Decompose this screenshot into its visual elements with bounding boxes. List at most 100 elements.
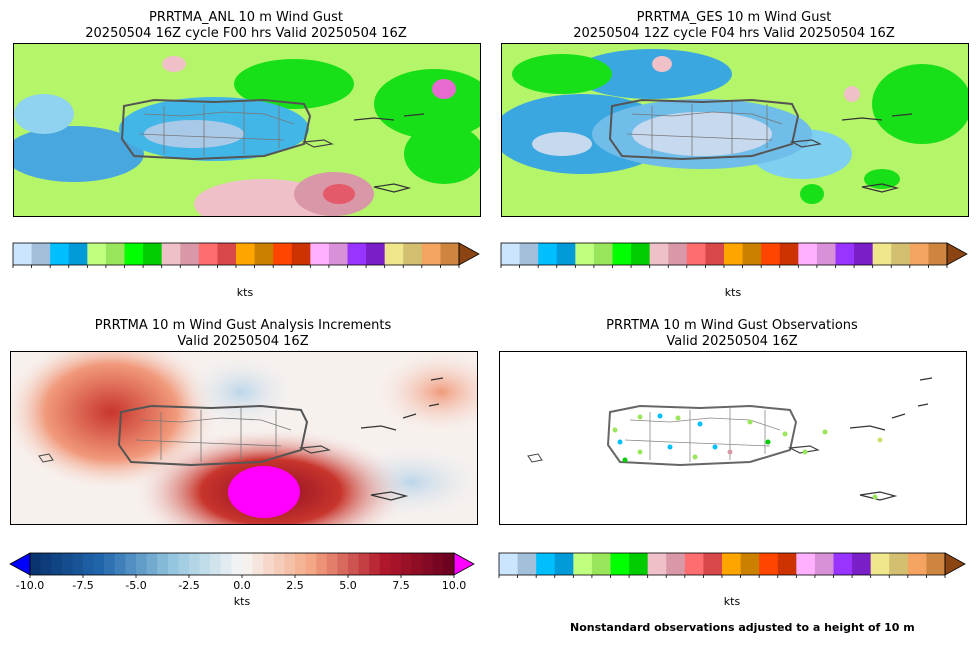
colorbar-swatch: [189, 553, 201, 575]
colorbar-swatch: [220, 553, 232, 575]
colorbar-extend-arrow: [944, 552, 966, 576]
colorbar-swatch: [872, 243, 892, 265]
colorbar-extend-arrow-min: [9, 552, 31, 576]
colorbar-swatch: [554, 553, 574, 575]
colorbar-swatch: [833, 553, 853, 575]
colorbar-swatch: [198, 243, 218, 265]
colorbar-swatch: [263, 553, 275, 575]
colorbar-tick-label: 7.5: [392, 579, 410, 590]
colorbar-swatch: [798, 243, 818, 265]
colorbar-swatch: [703, 553, 723, 575]
obs-title: PRRTMA 10 m Wind Gust Observations Valid…: [499, 318, 965, 350]
colorbar-swatch: [519, 243, 539, 265]
obs-title-line1: PRRTMA 10 m Wind Gust Observations: [606, 318, 858, 333]
colorbar-swatch: [384, 243, 404, 265]
ges-colorbar: 2468101214161820222426283032343638404244…: [498, 240, 977, 300]
colorbar-swatch: [501, 243, 521, 265]
colorbar-tick-label: -2.5: [178, 579, 199, 590]
ges-map: [501, 43, 969, 217]
colorbar-swatch: [217, 243, 237, 265]
colorbar-swatch: [61, 553, 73, 575]
colorbar-tick-label: -7.5: [72, 579, 93, 590]
colorbar-swatch: [273, 553, 285, 575]
obs-map: [499, 351, 967, 525]
colorbar-swatch: [612, 243, 632, 265]
colorbar-swatch: [254, 243, 274, 265]
inc-title-line2: Valid 20250504 16Z: [177, 334, 309, 349]
colorbar-swatch: [369, 553, 381, 575]
colorbar-swatch: [889, 553, 909, 575]
colorbar-extend-arrow: [458, 242, 480, 266]
colorbar-swatch: [870, 553, 890, 575]
colorbar-swatch: [358, 553, 370, 575]
ges-title-line1: PRRTMA_GES 10 m Wind Gust: [636, 10, 832, 25]
colorbar-swatch: [337, 553, 349, 575]
colorbar-swatch: [114, 553, 126, 575]
colorbar-swatch: [705, 243, 725, 265]
colorbar-swatch: [779, 243, 799, 265]
obs-colorbar-svg: 2468101214161820222426283032343638404244…: [496, 552, 966, 591]
colorbar-swatch: [310, 243, 330, 265]
colorbar-swatch: [432, 553, 444, 575]
colorbar-swatch: [199, 553, 211, 575]
colorbar-swatch: [295, 553, 307, 575]
colorbar-swatch: [51, 553, 63, 575]
ges-title-line2: 20250504 12Z cycle F04 hrs Valid 2025050…: [573, 26, 895, 41]
colorbar-swatch: [443, 553, 455, 575]
colorbar-swatch: [348, 553, 360, 575]
colorbar-swatch: [366, 243, 386, 265]
colorbar-extend-arrow: [946, 242, 968, 266]
colorbar-tick-label: -5.0: [125, 579, 146, 590]
inc-map: [10, 351, 478, 525]
colorbar-swatch: [686, 243, 706, 265]
colorbar-swatch: [722, 553, 742, 575]
colorbar-swatch: [252, 553, 264, 575]
obs-colorbar-label: kts: [723, 595, 741, 608]
colorbar-swatch: [909, 243, 929, 265]
anl-title: PRRTMA_ANL 10 m Wind Gust 20250504 16Z c…: [13, 10, 479, 42]
colorbar-swatch: [124, 243, 144, 265]
colorbar-swatch: [573, 553, 593, 575]
colorbar-tick-label: 2.5: [286, 579, 304, 590]
colorbar-swatch: [852, 553, 872, 575]
ges-map-svg: [502, 49, 968, 204]
colorbar-swatch: [777, 553, 797, 575]
obs-title-line2: Valid 20250504 16Z: [666, 334, 798, 349]
colorbar-swatch: [814, 553, 834, 575]
colorbar-swatch: [629, 553, 649, 575]
inc-map-svg: [11, 352, 477, 524]
colorbar-tick-label: 0.0: [233, 579, 251, 590]
colorbar-swatch: [907, 553, 927, 575]
inc-title-line1: PRRTMA 10 m Wind Gust Analysis Increment…: [94, 318, 392, 333]
anl-title-line2: 20250504 16Z cycle F00 hrs Valid 2025050…: [85, 26, 407, 41]
colorbar-swatch: [796, 553, 816, 575]
colorbar-tick-label: 5.0: [339, 579, 357, 590]
footnote: Nonstandard observations adjusted to a h…: [570, 621, 915, 634]
inc-colorbar-svg: -10.0 -7.5 -5.0 -2.5 0.0 2.5 5.0 7.5 10.0: [9, 552, 475, 592]
colorbar-swatch: [761, 243, 781, 265]
colorbar-swatch: [305, 553, 317, 575]
colorbar-swatch: [666, 553, 686, 575]
colorbar-swatch: [146, 553, 158, 575]
colorbar-swatch: [740, 553, 760, 575]
colorbar-swatch: [136, 553, 148, 575]
ges-colorbar-svg: 2468101214161820222426283032343638404244…: [498, 242, 968, 281]
colorbar-swatch: [379, 553, 391, 575]
colorbar-swatch: [83, 553, 95, 575]
colorbar-swatch: [816, 243, 836, 265]
colorbar-swatch: [236, 243, 256, 265]
colorbar-swatch: [422, 553, 434, 575]
colorbar-swatch: [742, 243, 762, 265]
anl-title-line1: PRRTMA_ANL 10 m Wind Gust: [149, 10, 343, 25]
colorbar-swatch: [556, 243, 576, 265]
colorbar-swatch: [440, 243, 460, 265]
ges-colorbar-label: kts: [724, 286, 742, 299]
anl-colorbar-label: kts: [236, 286, 254, 299]
colorbar-swatch: [591, 553, 611, 575]
colorbar-swatch: [928, 243, 948, 265]
colorbar-swatch: [926, 553, 946, 575]
anl-map-svg: [14, 56, 480, 216]
colorbar-swatch: [724, 243, 744, 265]
colorbar-swatch: [30, 553, 42, 575]
colorbar-swatch: [593, 243, 613, 265]
